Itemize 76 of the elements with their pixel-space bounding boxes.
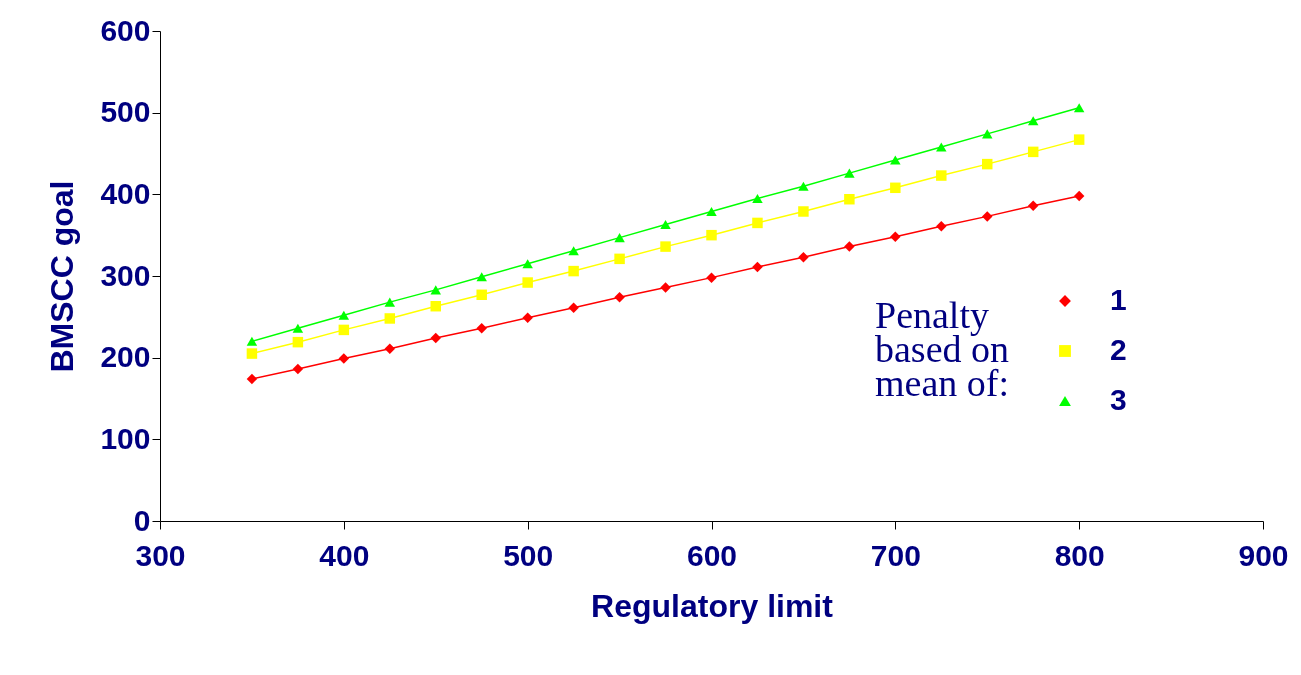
point (292, 336, 304, 348)
x-axis-title: Regulatory limit (591, 587, 834, 624)
point (706, 229, 717, 241)
point (568, 302, 579, 314)
x-tick-label: 300 (135, 538, 186, 572)
point (292, 363, 304, 375)
point (246, 336, 258, 346)
point (1073, 103, 1085, 113)
legend-label: 1 (1110, 283, 1127, 316)
point (338, 310, 350, 320)
point (430, 332, 441, 344)
point (890, 231, 901, 243)
point (476, 289, 487, 301)
point (614, 291, 625, 303)
point (890, 155, 901, 165)
point (706, 272, 717, 283)
point (522, 312, 533, 323)
x-tick-label: 400 (319, 538, 370, 572)
point (890, 182, 901, 194)
point (660, 241, 671, 252)
point (522, 259, 533, 269)
legend-label: 2 (1110, 333, 1127, 366)
point (798, 251, 809, 263)
y-tick-label: 300 (100, 258, 151, 292)
point (430, 285, 441, 295)
y-tick-label: 100 (100, 421, 151, 455)
point (1073, 134, 1085, 145)
point (430, 300, 441, 312)
point (660, 282, 671, 293)
point (752, 217, 763, 229)
point (568, 246, 579, 256)
x-tick-label: 500 (503, 538, 554, 572)
point (384, 297, 396, 307)
point (246, 348, 258, 359)
y-tick-label: 200 (100, 340, 151, 374)
point (384, 343, 396, 354)
point (752, 193, 763, 203)
point (384, 313, 396, 324)
point (1073, 190, 1085, 202)
legend-label: 3 (1110, 383, 1127, 416)
point (568, 265, 579, 277)
y-tick-label: 400 (100, 176, 151, 210)
point (1027, 116, 1039, 126)
point (614, 253, 625, 265)
y-tick-label: 600 (100, 13, 151, 47)
point (614, 233, 625, 243)
point (936, 142, 947, 152)
point (1027, 146, 1039, 158)
point (660, 220, 671, 230)
point (844, 241, 855, 252)
legend-title: Penalty based on mean of: (875, 294, 1010, 404)
point (476, 323, 487, 334)
point (1027, 200, 1039, 212)
point (246, 373, 258, 385)
x-tick-label: 900 (1238, 538, 1289, 572)
point (844, 168, 855, 178)
point (798, 181, 809, 191)
point (752, 261, 763, 273)
y-tick-label: 0 (133, 503, 151, 537)
x-tick-label: 700 (870, 538, 921, 572)
point (292, 323, 304, 333)
y-axis-title: BMSCC goal (44, 180, 81, 373)
point (798, 206, 809, 217)
point (338, 353, 350, 364)
point (706, 206, 717, 217)
point (936, 220, 947, 232)
point (338, 324, 350, 336)
point (982, 158, 993, 170)
point (522, 277, 533, 288)
point (476, 272, 487, 282)
x-tick-label: 600 (686, 538, 738, 572)
x-tick-label: 800 (1054, 538, 1105, 572)
point (844, 193, 855, 205)
point (982, 211, 993, 222)
point (936, 170, 947, 181)
y-tick-label: 500 (100, 95, 151, 129)
